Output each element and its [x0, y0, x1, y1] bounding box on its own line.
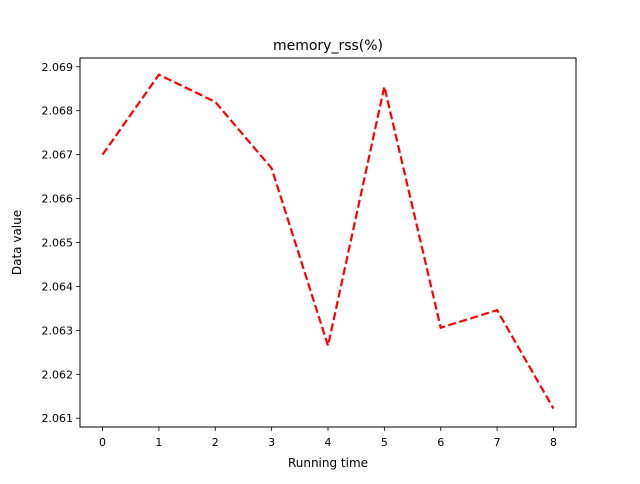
x-tick-label: 0: [99, 436, 106, 449]
y-tick-label: 2.061: [42, 412, 74, 425]
y-tick-label: 2.063: [42, 324, 74, 337]
chart-title: memory_rss(%): [273, 38, 383, 54]
x-tick-label: 6: [437, 436, 444, 449]
x-tick-label: 5: [381, 436, 388, 449]
x-axis-label: Running time: [288, 456, 368, 470]
y-tick-label: 2.062: [42, 368, 74, 381]
y-tick-label: 2.065: [42, 237, 74, 250]
x-tick-label: 1: [155, 436, 162, 449]
y-tick-label: 2.064: [42, 280, 74, 293]
x-tick-label: 3: [268, 436, 275, 449]
x-tick-label: 2: [212, 436, 219, 449]
y-axis-label: Data value: [10, 210, 24, 275]
y-tick-label: 2.069: [42, 61, 74, 74]
plot-area-frame: [80, 58, 576, 427]
y-tick-label: 2.066: [42, 193, 74, 206]
x-tick-label: 7: [494, 436, 501, 449]
y-tick-label: 2.067: [42, 149, 74, 162]
x-tick-label: 4: [325, 436, 332, 449]
y-tick-label: 2.068: [42, 105, 74, 118]
x-tick-label: 8: [550, 436, 557, 449]
